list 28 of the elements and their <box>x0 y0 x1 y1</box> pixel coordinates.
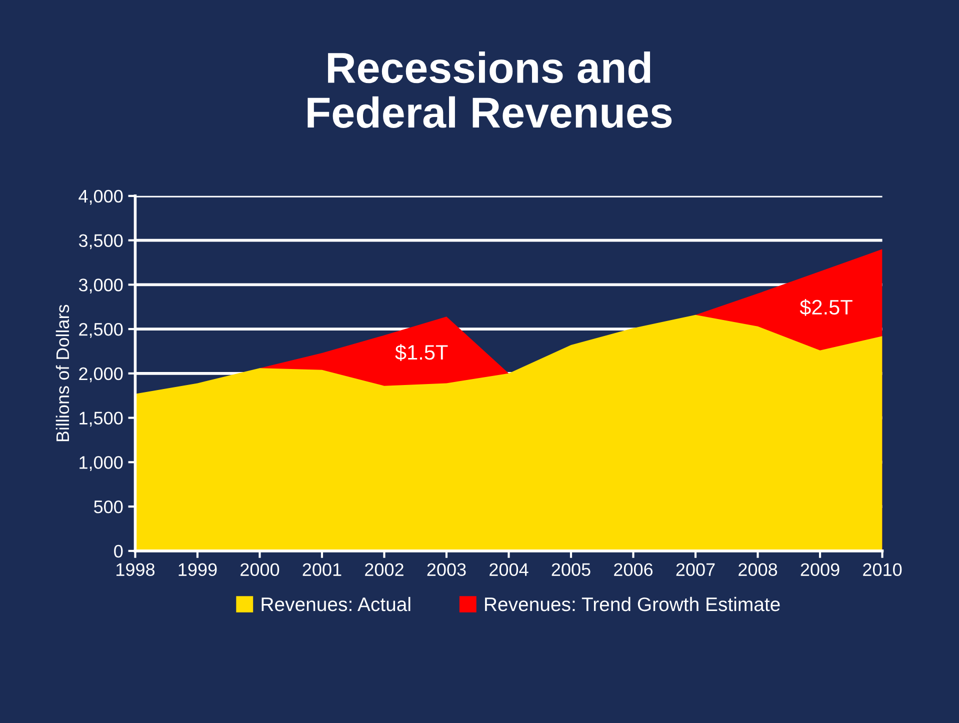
x-tick-label: 2003 <box>427 563 466 576</box>
annotation: $1.5T <box>395 344 448 362</box>
y-tick-label: 1,000 <box>80 456 123 472</box>
y-axis-title: Billions of Dollars <box>56 304 70 442</box>
y-tick-label: 2,000 <box>79 367 123 382</box>
legend-label: Revenues: Trend Growth Estimate <box>485 596 780 612</box>
x-tick-label: 2006 <box>614 563 653 576</box>
y-tick-label: 3,000 <box>78 278 123 294</box>
legend-label: Revenues: Actual <box>262 596 410 612</box>
chart-title: Recessions and Federal Revenues <box>308 52 672 128</box>
y-tick-label: 3,500 <box>78 234 123 250</box>
x-tick-label: 2008 <box>738 563 778 576</box>
x-tick-label: 2000 <box>240 563 280 576</box>
x-tick-label: 2009 <box>800 563 840 576</box>
y-tick-label: 1,500 <box>80 412 123 427</box>
y-tick-label: 500 <box>94 500 123 514</box>
x-tick-label: 2001 <box>302 563 342 576</box>
x-tick-label: 2007 <box>676 563 715 576</box>
y-tick-label: 2,500 <box>79 322 123 338</box>
y-tick-label: 0 <box>114 544 123 558</box>
x-tick-label: 2005 <box>552 563 590 576</box>
x-tick-label: 1999 <box>178 563 217 576</box>
x-tick-label: 1998 <box>116 563 155 576</box>
x-tick-label: 2004 <box>490 563 528 576</box>
annotation: $2.5T <box>800 299 852 316</box>
x-tick-label: 2002 <box>365 563 404 576</box>
y-tick-label: 4,000 <box>78 190 123 205</box>
x-tick-label: 2010 <box>863 563 902 576</box>
